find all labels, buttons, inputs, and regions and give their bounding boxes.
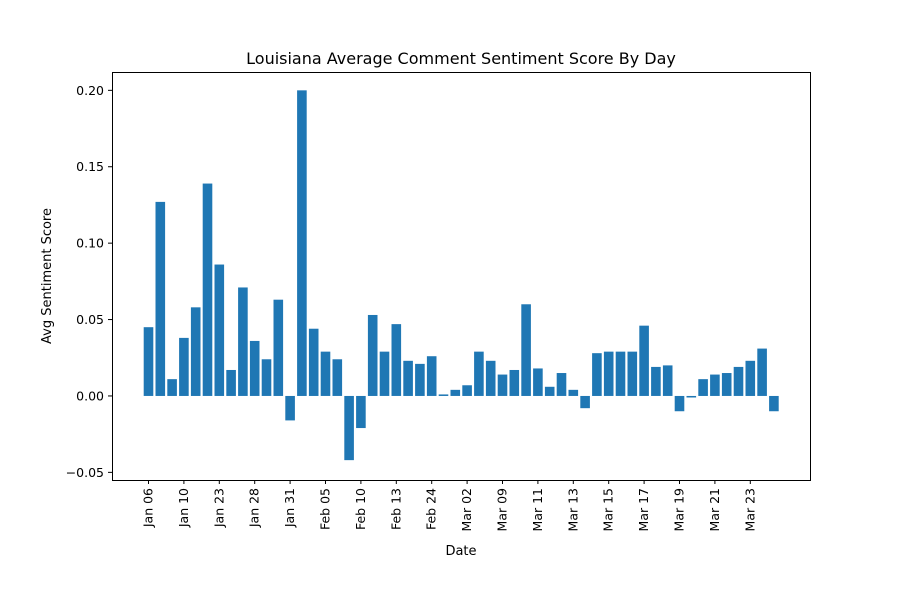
bar xyxy=(627,351,638,396)
bar xyxy=(686,395,697,398)
bar xyxy=(426,356,437,396)
bar xyxy=(202,183,213,396)
x-axis-label: Date xyxy=(445,544,476,559)
y-tick-label: 0.15 xyxy=(76,159,104,174)
bar xyxy=(462,385,472,396)
bar xyxy=(544,386,555,396)
bar xyxy=(521,304,531,396)
x-tick-label: Mar 11 xyxy=(530,488,545,531)
bar xyxy=(238,287,248,396)
bar xyxy=(698,379,708,396)
bar xyxy=(285,395,295,421)
bar xyxy=(367,314,378,396)
x-tick-label: Mar 15 xyxy=(601,488,616,531)
bar xyxy=(190,307,201,396)
x-tick-label: Jan 31 xyxy=(282,488,297,528)
chart-title: Louisiana Average Comment Sentiment Scor… xyxy=(246,49,676,68)
bar xyxy=(297,90,307,396)
bar xyxy=(556,373,567,396)
bar xyxy=(580,395,590,409)
bar xyxy=(344,395,354,461)
bar xyxy=(769,395,779,412)
x-tick-label: Jan 23 xyxy=(211,488,226,528)
x-tick-label: Feb 13 xyxy=(388,488,403,530)
bar xyxy=(438,394,449,396)
bar xyxy=(167,379,177,396)
y-tick-label: 0.10 xyxy=(76,236,104,251)
x-tick-label: Jan 28 xyxy=(247,488,262,528)
bar xyxy=(249,340,260,396)
bar xyxy=(485,360,496,396)
bar xyxy=(639,325,649,396)
bar xyxy=(273,299,284,396)
bar xyxy=(308,328,319,396)
x-axis: Jan 06 Jan 10 Jan 23 Jan 28 Jan 31 Feb 05 Feb … xyxy=(141,480,757,532)
bar xyxy=(261,359,272,396)
bar xyxy=(745,360,756,396)
bar xyxy=(179,337,189,396)
y-axis: −0.05 0.00 0.05 0.10 0.15 0.20 xyxy=(66,83,112,480)
bar xyxy=(592,353,602,396)
bar xyxy=(568,389,579,396)
bar xyxy=(474,351,484,396)
x-tick-label: Mar 13 xyxy=(565,488,580,531)
bar xyxy=(509,369,520,396)
bar xyxy=(415,363,425,396)
x-tick-label: Mar 21 xyxy=(707,488,722,531)
bar xyxy=(497,374,508,396)
bar xyxy=(356,395,366,429)
bar xyxy=(533,368,543,396)
bar xyxy=(391,324,402,396)
bar xyxy=(155,201,166,396)
bar xyxy=(733,366,744,396)
x-tick-label: Jan 06 xyxy=(141,488,156,528)
y-tick-label: 0.05 xyxy=(76,312,104,327)
bar xyxy=(651,366,661,396)
bar xyxy=(662,365,673,396)
x-tick-label: Mar 09 xyxy=(495,488,510,532)
bar xyxy=(332,359,343,396)
bar xyxy=(450,389,461,396)
x-tick-label: Mar 23 xyxy=(742,488,757,531)
bar xyxy=(214,264,225,396)
bar xyxy=(757,348,767,396)
x-tick-label: Mar 19 xyxy=(672,488,687,532)
bar xyxy=(226,369,236,396)
bar xyxy=(320,351,331,396)
x-tick-label: Jan 10 xyxy=(176,488,191,528)
x-tick-label: Feb 05 xyxy=(318,488,333,530)
y-tick-label: 0.20 xyxy=(76,83,104,98)
y-tick-label: 0.00 xyxy=(76,388,104,403)
plot-frame xyxy=(112,72,811,481)
y-tick-label: −0.05 xyxy=(66,465,104,480)
bar xyxy=(710,374,720,396)
bar xyxy=(379,351,390,396)
x-tick-label: Feb 10 xyxy=(353,488,368,530)
bar xyxy=(603,351,614,396)
bars-group xyxy=(143,90,779,461)
bar xyxy=(615,351,626,396)
bar xyxy=(674,395,685,412)
y-axis-label: Avg Sentiment Score xyxy=(40,208,55,344)
bar xyxy=(403,360,413,396)
bar xyxy=(143,327,154,396)
bar xyxy=(721,373,732,396)
x-tick-label: Mar 17 xyxy=(636,488,651,531)
x-tick-label: Mar 02 xyxy=(459,488,474,531)
x-tick-label: Feb 24 xyxy=(424,488,439,530)
